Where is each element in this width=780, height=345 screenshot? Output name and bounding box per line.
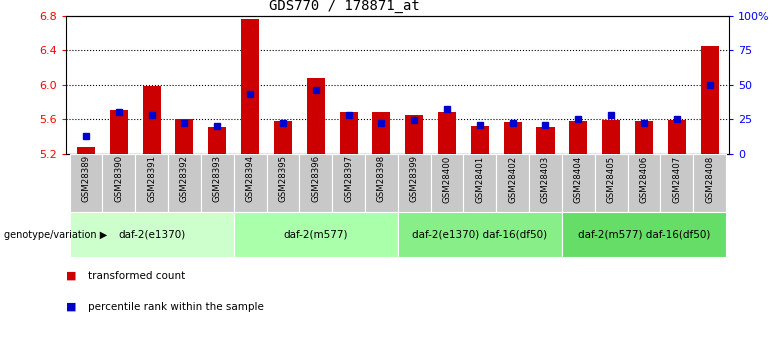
Text: percentile rank within the sample: percentile rank within the sample bbox=[88, 302, 264, 312]
Bar bbox=[208, 127, 226, 154]
Text: ■: ■ bbox=[66, 271, 76, 281]
Bar bbox=[398, 154, 431, 212]
Text: GSM28398: GSM28398 bbox=[377, 155, 386, 203]
Bar bbox=[602, 120, 620, 154]
Bar bbox=[693, 154, 726, 212]
Bar bbox=[77, 148, 95, 154]
Bar bbox=[562, 212, 726, 257]
Text: GSM28389: GSM28389 bbox=[81, 155, 90, 203]
Text: GSM28396: GSM28396 bbox=[311, 155, 321, 203]
Text: GSM28395: GSM28395 bbox=[278, 155, 287, 203]
Text: GSM28402: GSM28402 bbox=[509, 155, 517, 203]
Bar bbox=[300, 154, 332, 212]
Text: transformed count: transformed count bbox=[88, 271, 186, 281]
Bar bbox=[365, 154, 398, 212]
Bar bbox=[628, 154, 661, 212]
Bar bbox=[102, 154, 135, 212]
Bar bbox=[661, 154, 693, 212]
Bar bbox=[69, 212, 234, 257]
Bar bbox=[307, 78, 324, 154]
Bar bbox=[569, 121, 587, 154]
Text: GSM28405: GSM28405 bbox=[607, 155, 615, 203]
Bar bbox=[110, 110, 128, 154]
Text: GSM28400: GSM28400 bbox=[442, 155, 452, 203]
Title: GDS770 / 178871_at: GDS770 / 178871_at bbox=[269, 0, 420, 13]
Bar bbox=[700, 46, 718, 154]
Text: GSM28406: GSM28406 bbox=[640, 155, 648, 203]
Text: GSM28397: GSM28397 bbox=[344, 155, 353, 203]
Text: GSM28407: GSM28407 bbox=[672, 155, 681, 203]
Bar bbox=[668, 120, 686, 154]
Text: daf-2(e1370): daf-2(e1370) bbox=[118, 230, 186, 239]
Bar bbox=[463, 154, 496, 212]
Bar bbox=[372, 112, 391, 154]
Bar bbox=[176, 119, 193, 154]
Bar bbox=[267, 154, 300, 212]
Text: daf-2(m577): daf-2(m577) bbox=[283, 230, 348, 239]
Bar bbox=[339, 112, 357, 154]
Bar bbox=[438, 112, 456, 154]
Bar bbox=[274, 121, 292, 154]
Text: genotype/variation ▶: genotype/variation ▶ bbox=[4, 230, 107, 239]
Bar bbox=[496, 154, 529, 212]
Text: GSM28391: GSM28391 bbox=[147, 155, 156, 203]
Bar bbox=[69, 154, 102, 212]
Bar bbox=[135, 154, 168, 212]
Bar bbox=[431, 154, 463, 212]
Bar bbox=[234, 212, 398, 257]
Bar bbox=[504, 121, 522, 154]
Bar bbox=[168, 154, 201, 212]
Bar bbox=[635, 121, 653, 154]
Text: ■: ■ bbox=[66, 302, 76, 312]
Bar bbox=[398, 212, 562, 257]
Bar bbox=[201, 154, 234, 212]
Text: daf-2(m577) daf-16(df50): daf-2(m577) daf-16(df50) bbox=[578, 230, 710, 239]
Bar bbox=[405, 115, 424, 154]
Text: GSM28408: GSM28408 bbox=[705, 155, 714, 203]
Bar bbox=[143, 86, 161, 154]
Bar bbox=[241, 19, 259, 154]
Bar bbox=[537, 127, 555, 154]
Bar bbox=[471, 126, 489, 154]
Text: GSM28392: GSM28392 bbox=[180, 155, 189, 203]
Text: GSM28390: GSM28390 bbox=[115, 155, 123, 203]
Text: GSM28399: GSM28399 bbox=[410, 155, 419, 202]
Bar bbox=[332, 154, 365, 212]
Text: GSM28403: GSM28403 bbox=[541, 155, 550, 203]
Text: GSM28404: GSM28404 bbox=[574, 155, 583, 203]
Bar bbox=[529, 154, 562, 212]
Text: daf-2(e1370) daf-16(df50): daf-2(e1370) daf-16(df50) bbox=[413, 230, 548, 239]
Bar bbox=[594, 154, 628, 212]
Bar bbox=[234, 154, 267, 212]
Text: GSM28393: GSM28393 bbox=[213, 155, 222, 203]
Text: GSM28394: GSM28394 bbox=[246, 155, 254, 203]
Text: GSM28401: GSM28401 bbox=[475, 155, 484, 203]
Bar bbox=[562, 154, 594, 212]
